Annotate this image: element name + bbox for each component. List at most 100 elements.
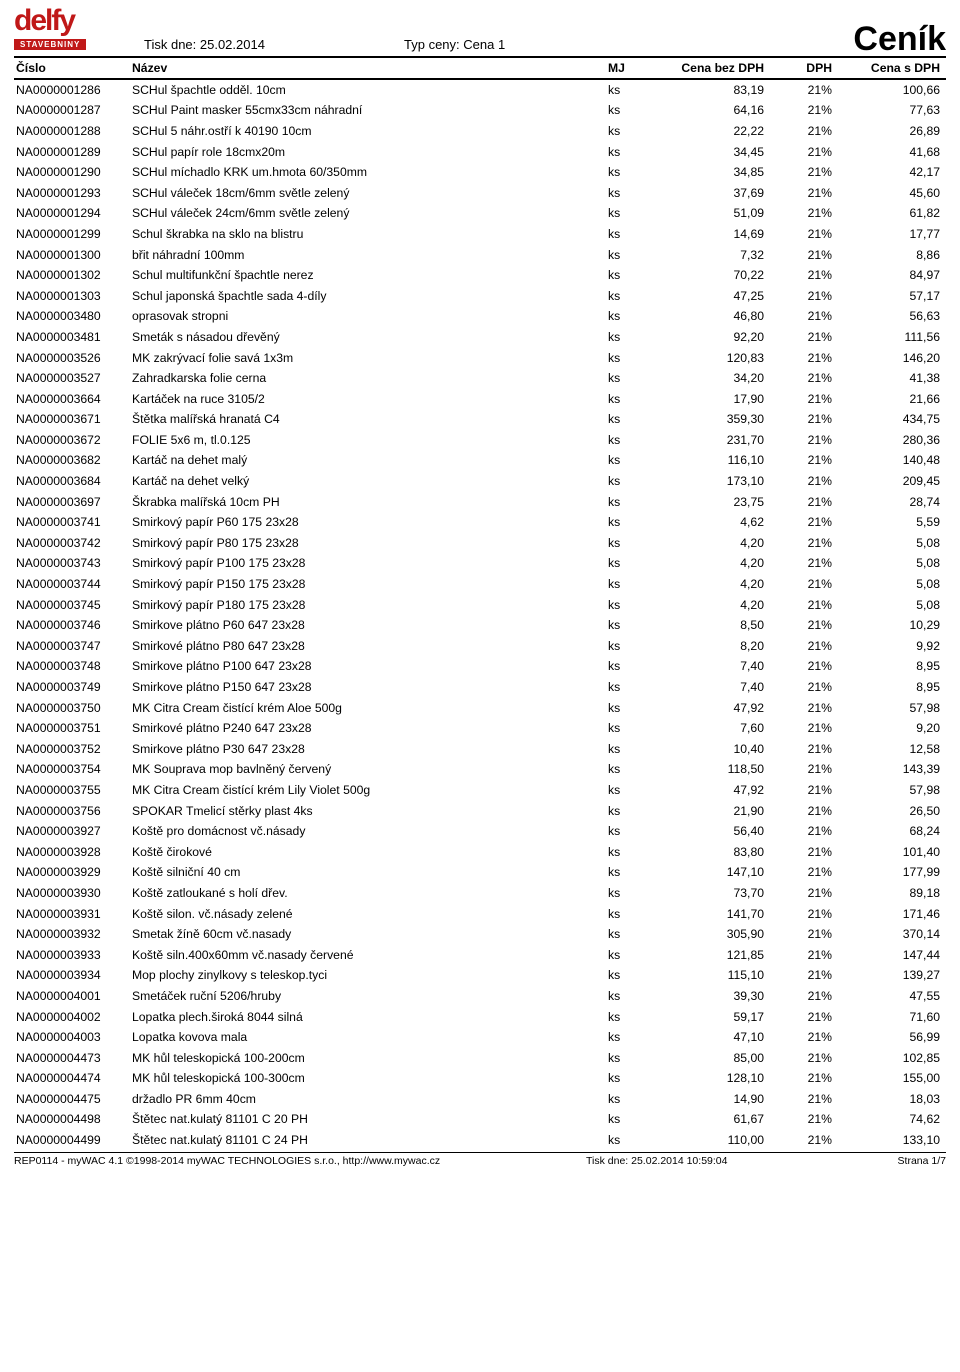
cell-cislo: NA0000003672 — [14, 430, 130, 451]
cell-bez: 22,22 — [652, 121, 770, 142]
cell-dph: 21% — [770, 203, 838, 224]
cell-s: 5,59 — [838, 512, 946, 533]
table-row: NA0000003754MK Souprava mop bavlněný čer… — [14, 759, 946, 780]
col-header-s: Cena s DPH — [838, 58, 946, 79]
cell-cislo: NA0000003756 — [14, 800, 130, 821]
cell-cislo: NA0000003931 — [14, 903, 130, 924]
cell-mj: ks — [606, 1068, 652, 1089]
cell-bez: 120,83 — [652, 347, 770, 368]
cell-s: 89,18 — [838, 883, 946, 904]
cell-bez: 147,10 — [652, 862, 770, 883]
cell-mj: ks — [606, 347, 652, 368]
cell-dph: 21% — [770, 944, 838, 965]
table-row: NA0000003929Koště silniční 40 cmks147,10… — [14, 862, 946, 883]
cell-nazev: Smeták s násadou dřevěný — [130, 327, 606, 348]
header-bar: delfy STAVEBNINY Tisk dne: 25.02.2014 Ty… — [14, 8, 946, 58]
table-row: NA0000003930Koště zatloukané s holí dřev… — [14, 883, 946, 904]
cell-nazev: oprasovak stropni — [130, 306, 606, 327]
cell-dph: 21% — [770, 450, 838, 471]
cell-s: 84,97 — [838, 265, 946, 286]
logo-text: delfy — [14, 8, 144, 34]
table-row: NA0000003480oprasovak stropniks46,8021%5… — [14, 306, 946, 327]
table-row: NA0000004473MK hůl teleskopická 100-200c… — [14, 1047, 946, 1068]
cell-dph: 21% — [770, 471, 838, 492]
cell-cislo: NA0000004002 — [14, 1006, 130, 1027]
cell-s: 56,63 — [838, 306, 946, 327]
cell-nazev: Smirkový papír P180 175 23x28 — [130, 594, 606, 615]
cell-cislo: NA0000003526 — [14, 347, 130, 368]
cell-s: 12,58 — [838, 739, 946, 760]
cell-s: 177,99 — [838, 862, 946, 883]
cell-s: 28,74 — [838, 491, 946, 512]
cell-s: 101,40 — [838, 841, 946, 862]
table-row: NA0000003931Koště silon. vč.násady zelen… — [14, 903, 946, 924]
cell-cislo: NA0000003933 — [14, 944, 130, 965]
cell-nazev: Štětka malířská hranatá C4 — [130, 409, 606, 430]
cell-dph: 21% — [770, 224, 838, 245]
cell-dph: 21% — [770, 841, 838, 862]
cell-nazev: MK Souprava mop bavlněný červený — [130, 759, 606, 780]
cell-s: 5,08 — [838, 594, 946, 615]
cell-s: 18,03 — [838, 1089, 946, 1110]
cell-dph: 21% — [770, 553, 838, 574]
cell-s: 133,10 — [838, 1130, 946, 1151]
cell-cislo: NA0000004003 — [14, 1027, 130, 1048]
logo: delfy STAVEBNINY — [14, 8, 144, 56]
cell-mj: ks — [606, 491, 652, 512]
cell-cislo: NA0000004499 — [14, 1130, 130, 1151]
cell-mj: ks — [606, 430, 652, 451]
cell-dph: 21% — [770, 883, 838, 904]
cell-dph: 21% — [770, 162, 838, 183]
table-row: NA0000003741Smirkový papír P60 175 23x28… — [14, 512, 946, 533]
cell-mj: ks — [606, 512, 652, 533]
cell-bez: 85,00 — [652, 1047, 770, 1068]
cell-mj: ks — [606, 1089, 652, 1110]
cell-cislo: NA0000003744 — [14, 574, 130, 595]
cell-s: 26,50 — [838, 800, 946, 821]
cell-dph: 21% — [770, 574, 838, 595]
cell-nazev: SCHul špachtle odděl. 10cm — [130, 79, 606, 101]
cell-mj: ks — [606, 656, 652, 677]
cell-nazev: SCHul papír role 18cmx20m — [130, 141, 606, 162]
table-row: NA0000003746Smirkove plátno P60 647 23x2… — [14, 615, 946, 636]
cell-nazev: MK Citra Cream čistící krém Aloe 500g — [130, 697, 606, 718]
cell-mj: ks — [606, 100, 652, 121]
cell-dph: 21% — [770, 903, 838, 924]
cell-mj: ks — [606, 574, 652, 595]
cell-cislo: NA0000003745 — [14, 594, 130, 615]
cell-bez: 47,92 — [652, 780, 770, 801]
table-row: NA0000003742Smirkový papír P80 175 23x28… — [14, 533, 946, 554]
table-row: NA0000004474MK hůl teleskopická 100-300c… — [14, 1068, 946, 1089]
cell-mj: ks — [606, 594, 652, 615]
cell-nazev: Smirkový papír P100 175 23x28 — [130, 553, 606, 574]
cell-s: 5,08 — [838, 533, 946, 554]
cell-cislo: NA0000003754 — [14, 759, 130, 780]
cell-cislo: NA0000003664 — [14, 388, 130, 409]
cell-cislo: NA0000004498 — [14, 1109, 130, 1130]
cell-mj: ks — [606, 677, 652, 698]
logo-subtitle: STAVEBNINY — [14, 39, 86, 50]
cell-bez: 305,90 — [652, 924, 770, 945]
table-row: NA0000003749Smirkove plátno P150 647 23x… — [14, 677, 946, 698]
cell-bez: 21,90 — [652, 800, 770, 821]
cell-s: 21,66 — [838, 388, 946, 409]
cell-cislo: NA0000003929 — [14, 862, 130, 883]
cell-nazev: Koště pro domácnost vč.násady — [130, 821, 606, 842]
cell-nazev: SCHul Paint masker 55cmx33cm náhradní — [130, 100, 606, 121]
cell-s: 57,98 — [838, 780, 946, 801]
cell-s: 10,29 — [838, 615, 946, 636]
cell-bez: 10,40 — [652, 739, 770, 760]
cell-mj: ks — [606, 306, 652, 327]
cell-bez: 4,20 — [652, 553, 770, 574]
cell-cislo: NA0000004474 — [14, 1068, 130, 1089]
table-row: NA0000001288SCHul 5 náhr.ostří k 40190 1… — [14, 121, 946, 142]
table-row: NA0000003933Koště siln.400x60mm vč.nasad… — [14, 944, 946, 965]
cell-mj: ks — [606, 471, 652, 492]
cell-bez: 110,00 — [652, 1130, 770, 1151]
cell-dph: 21% — [770, 697, 838, 718]
cell-nazev: Smirkový papír P150 175 23x28 — [130, 574, 606, 595]
cell-mj: ks — [606, 841, 652, 862]
cell-cislo: NA0000001293 — [14, 182, 130, 203]
table-row: NA0000003752Smirkove plátno P30 647 23x2… — [14, 739, 946, 760]
cell-cislo: NA0000003480 — [14, 306, 130, 327]
